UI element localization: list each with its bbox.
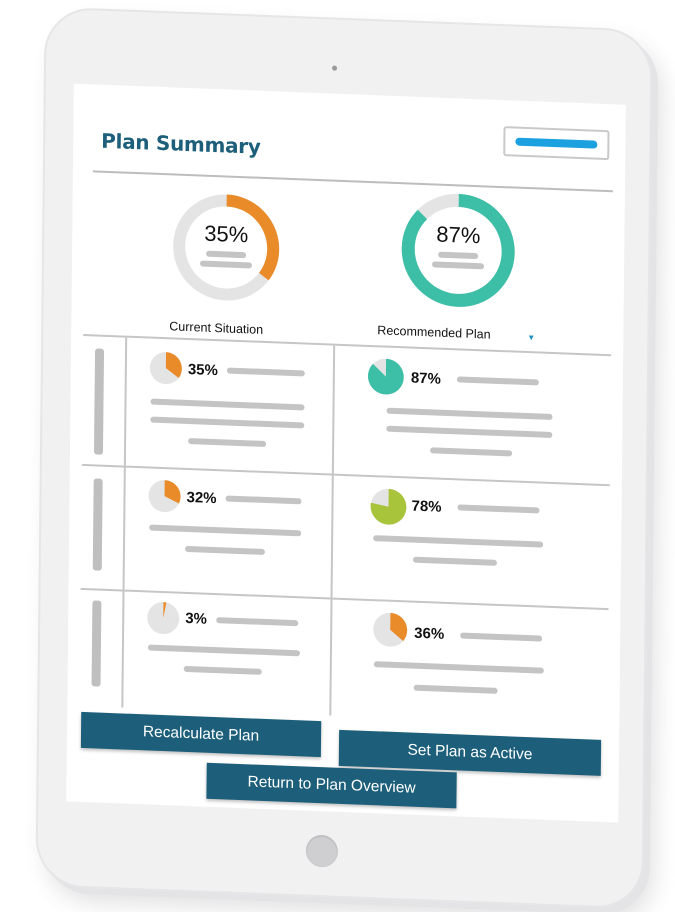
row-side-bar xyxy=(93,348,105,455)
tablet-frame: Plan Summary 35% Current Situation 87% xyxy=(35,6,653,910)
donut-percent-recommended: 87% xyxy=(436,221,481,249)
pie-icon-row1-current xyxy=(149,352,182,385)
pie-slice xyxy=(165,352,182,379)
placeholder-bar xyxy=(457,504,540,514)
header-action-button[interactable] xyxy=(503,126,610,161)
pie-icon-row3-recommended xyxy=(373,612,408,647)
placeholder-bar xyxy=(412,556,497,566)
percent-row1-recommended: 87% xyxy=(410,369,441,388)
placeholder-bar xyxy=(456,376,539,386)
donut-chart-recommended: 87% xyxy=(400,190,517,310)
donut-svg-current xyxy=(173,194,280,301)
donut-arc-recommended xyxy=(401,193,515,307)
pie-slice xyxy=(164,480,181,504)
pie-slice xyxy=(367,358,404,395)
return-to-plan-overview-button[interactable]: Return to Plan Overview xyxy=(206,762,457,809)
placeholder-bar xyxy=(373,661,544,674)
placeholder-bar xyxy=(225,495,302,505)
row-side-bar xyxy=(91,600,102,687)
donut-svg-recommended xyxy=(401,193,515,307)
pie-icon-row3-current xyxy=(147,602,180,635)
header-divider xyxy=(92,170,613,193)
header-action-button-bar xyxy=(515,137,598,149)
placeholder-bar xyxy=(460,632,543,642)
pie-icon-row1-recommended xyxy=(367,358,404,395)
grid-vertical-divider xyxy=(329,345,336,716)
placeholder-bar xyxy=(149,524,302,537)
placeholder-bar xyxy=(150,398,305,411)
caret-down-icon[interactable]: ▼ xyxy=(527,333,536,343)
camera-icon xyxy=(332,65,338,71)
grid-vertical-divider xyxy=(121,337,128,708)
donut-label-current: Current Situation xyxy=(169,319,264,337)
home-button[interactable] xyxy=(305,834,339,868)
pie-slice xyxy=(370,488,407,525)
placeholder-bar xyxy=(386,407,553,421)
screen: Plan Summary 35% Current Situation 87% xyxy=(66,83,626,823)
donut-chart-current: 35% xyxy=(172,191,281,303)
placeholder-bar xyxy=(216,617,299,627)
donut-percent-current: 35% xyxy=(204,220,249,248)
percent-row2-current: 32% xyxy=(186,488,217,508)
percent-row3-recommended: 36% xyxy=(414,624,445,643)
percent-row1-current: 35% xyxy=(187,361,218,380)
placeholder-bar xyxy=(430,447,513,457)
row-side-bar xyxy=(92,478,103,571)
placeholder-bar xyxy=(386,425,553,438)
placeholder-bar xyxy=(226,367,305,377)
percent-row3-current: 3% xyxy=(185,609,208,628)
placeholder-bar xyxy=(183,665,262,675)
placeholder-bar xyxy=(150,416,305,429)
placeholder-bar xyxy=(413,684,498,694)
placeholder-bar xyxy=(147,644,300,657)
placeholder-bar xyxy=(184,545,266,555)
page-title: Plan Summary xyxy=(101,128,261,159)
pie-slice xyxy=(390,612,408,642)
placeholder-bar xyxy=(373,535,544,548)
pie-icon-row2-current xyxy=(148,480,181,513)
percent-row2-recommended: 78% xyxy=(411,497,442,516)
pie-background xyxy=(147,602,180,635)
pie-slice xyxy=(163,602,167,619)
recalculate-plan-button[interactable]: Recalculate Plan xyxy=(80,711,322,758)
donut-label-recommended[interactable]: Recommended Plan xyxy=(377,323,491,342)
pie-icon-row2-recommended xyxy=(370,488,407,525)
placeholder-bar xyxy=(188,438,267,448)
donut-arc-current xyxy=(173,194,280,301)
